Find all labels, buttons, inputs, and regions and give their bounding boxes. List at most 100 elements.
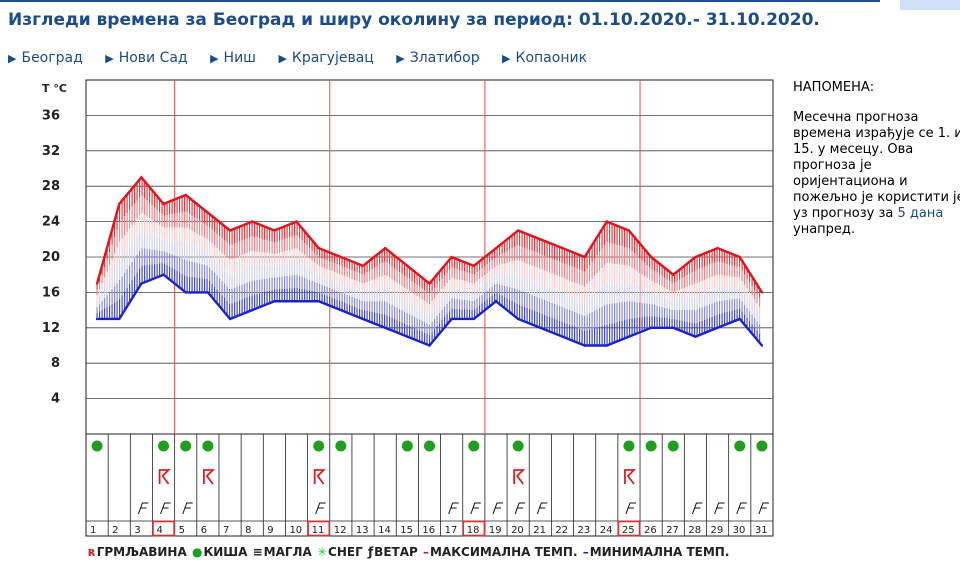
legend-min: МИНИМАЛНА ТЕМП.: [589, 545, 730, 559]
rain-icon: ●: [191, 545, 203, 559]
day-number: 30: [733, 525, 746, 536]
rain-dot: [335, 440, 347, 452]
city-link-beograd[interactable]: ▶ Београд: [8, 50, 83, 66]
min-temp-point: [162, 273, 165, 276]
highlighted-day-box: [617, 520, 641, 537]
min-temp-point: [273, 300, 276, 303]
legend-snow: СНЕГ: [328, 545, 363, 559]
max-temp-point: [583, 255, 586, 259]
arrow-right-icon: ▶: [278, 52, 287, 65]
max-temp-point: [694, 255, 697, 259]
wind-mark: [536, 502, 548, 515]
day-number: 22: [555, 525, 568, 536]
rain-dot: [180, 440, 192, 452]
day-number: 14: [378, 525, 391, 536]
fog-icon: ≡: [252, 545, 263, 559]
min-temp-point: [627, 335, 631, 338]
city-link-novi-sad[interactable]: ▶ Нови Сад: [105, 50, 188, 66]
max-temp-point: [361, 264, 365, 268]
y-tick-label: 20: [42, 250, 60, 265]
wind-mark: [691, 502, 703, 515]
rain-dot: [91, 440, 103, 452]
day-number: 16: [422, 525, 435, 536]
day-number: 28: [688, 525, 701, 536]
y-tick-label: 28: [42, 179, 60, 194]
arrow-right-icon: ▶: [105, 52, 114, 65]
day-number: 29: [711, 525, 724, 536]
city-nav: ▶ Београд ▶ Нови Сад ▶ Ниш ▶ Крагујевац ▶ Зла…: [8, 50, 605, 66]
min-temp-point: [672, 326, 675, 329]
city-link-zlatibor[interactable]: ▶ Златибор: [396, 50, 480, 66]
max-temp-point: [605, 220, 608, 223]
day-number: 9: [267, 525, 273, 536]
wind-mark: [160, 502, 171, 515]
day-number: 24: [600, 525, 613, 536]
note-heading: НАПОМЕНА:: [793, 80, 875, 95]
day-number: 17: [445, 525, 458, 536]
min-temp-point: [361, 317, 365, 321]
min-temp-point: [428, 344, 431, 347]
highlighted-day-box: [152, 520, 175, 537]
day-number: 23: [578, 525, 591, 536]
rain-dot: [424, 440, 435, 452]
max-temp-point: [118, 202, 121, 206]
day-number: 10: [289, 525, 302, 536]
day-number: 5: [179, 525, 185, 536]
min-temp-point: [251, 308, 254, 312]
max-temp-point: [516, 229, 520, 232]
max-temp-point: [295, 220, 298, 223]
min-temp-point: [450, 317, 453, 321]
max-temp-point: [627, 229, 631, 232]
min-temp-point: [317, 300, 320, 303]
rain-dot: [756, 440, 768, 452]
city-link-nis[interactable]: ▶ Ниш: [210, 50, 256, 66]
wind-mark: [315, 502, 326, 515]
thunder-mark: [313, 469, 326, 485]
min-temp-point: [472, 317, 476, 321]
min-temp-point: [738, 317, 741, 321]
min-temp-point: [383, 326, 387, 329]
page-title: Изгледи времена за Београд и ширу околин…: [8, 10, 820, 30]
min-temp-point: [605, 344, 608, 347]
wind-mark: [758, 502, 769, 515]
max-temp-point: [251, 220, 254, 223]
day-number: 15: [400, 525, 413, 536]
note-panel: НАПОМЕНА: Месечна прогноза времена израђ…: [793, 80, 960, 238]
max-temp-point: [428, 282, 431, 285]
day-number: 31: [755, 525, 768, 536]
max-temp-point: [738, 255, 741, 259]
day-number: 20: [511, 525, 524, 536]
min-temp-point: [118, 317, 121, 321]
max-temp-point: [184, 193, 187, 197]
note-highlight: 5 дана: [897, 206, 944, 221]
min-temp-point: [561, 335, 564, 338]
rain-dot: [512, 440, 524, 452]
min-temp-point: [649, 326, 653, 329]
y-tick-label: 24: [42, 215, 60, 230]
max-temp-point: [228, 229, 232, 232]
max-temp-point: [561, 246, 564, 250]
min-line-icon: –: [582, 545, 589, 559]
legend-wind: ВЕТАР: [374, 545, 418, 559]
highlighted-day-box: [462, 520, 486, 537]
min-temp-point: [295, 300, 298, 303]
wind-mark: [625, 502, 636, 515]
city-link-kopaonik[interactable]: ▶ Копаоник: [502, 50, 588, 66]
wind-mark: [448, 502, 459, 515]
wind-mark: [714, 502, 725, 515]
day-number: 13: [356, 525, 369, 536]
thunder-mark: [513, 469, 526, 485]
top-rule: [0, 0, 880, 2]
rain-dot: [734, 440, 746, 452]
y-tick-label: 36: [42, 108, 60, 123]
thunder-icon: ʀ: [88, 545, 96, 559]
max-line-icon: –: [422, 545, 429, 559]
max-temp-point: [383, 246, 387, 250]
min-temp-point: [339, 308, 343, 312]
city-link-kragujevac[interactable]: ▶ Крагујевац: [278, 50, 374, 66]
legend-rain: КИША: [203, 545, 248, 559]
min-temp-point: [716, 326, 719, 329]
min-temp-point: [95, 317, 99, 321]
day-number: 7: [223, 525, 229, 536]
max-temp-point: [95, 282, 99, 285]
